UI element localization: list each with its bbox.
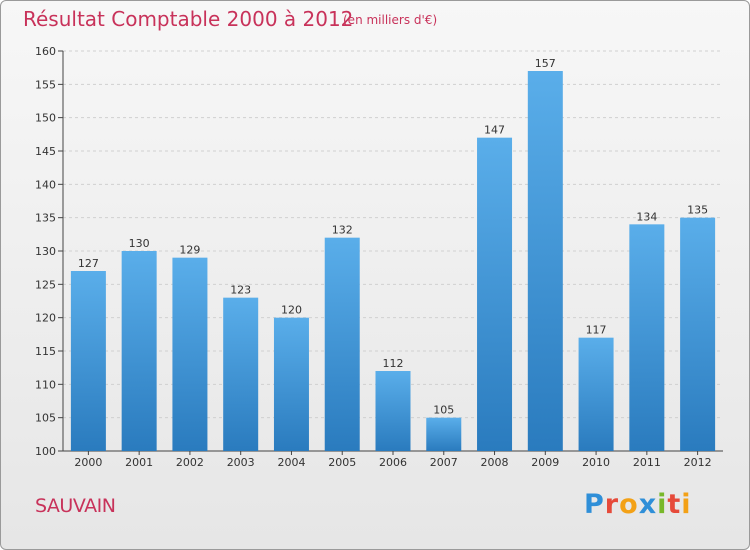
- y-tick-label: 125: [35, 278, 56, 291]
- x-tick-label-2012: 2012: [684, 456, 712, 469]
- data-label-2000: 127: [78, 257, 99, 270]
- bars: [70, 71, 716, 451]
- data-label-2008: 147: [484, 124, 505, 137]
- bar-2003: [223, 297, 259, 451]
- x-tick-label-2000: 2000: [74, 456, 102, 469]
- x-tick-label-2005: 2005: [328, 456, 356, 469]
- y-tick-label: 140: [35, 178, 56, 191]
- bar-2002: [172, 257, 208, 451]
- bar-2005: [324, 237, 360, 451]
- y-tick-label: 155: [35, 78, 56, 91]
- x-tick-label-2004: 2004: [277, 456, 305, 469]
- bar-2007: [426, 417, 462, 451]
- proxiti-logo: Proxiti: [584, 489, 692, 520]
- x-tick-label-2003: 2003: [227, 456, 255, 469]
- data-label-2001: 130: [129, 237, 150, 250]
- x-tick-label-2009: 2009: [531, 456, 559, 469]
- bar-2012: [680, 217, 716, 451]
- y-tick-label: 110: [35, 378, 56, 391]
- x-tick-label-2008: 2008: [481, 456, 509, 469]
- bar-2010: [578, 337, 614, 451]
- y-tick-label: 120: [35, 312, 56, 325]
- y-tick-label: 115: [35, 345, 56, 358]
- chart-unit-note: (en milliers d'€): [343, 13, 438, 27]
- bar-2004: [273, 317, 309, 451]
- data-label-2006: 112: [383, 357, 404, 370]
- x-tick-label-2010: 2010: [582, 456, 610, 469]
- data-label-2011: 134: [636, 210, 657, 223]
- y-tick-label: 135: [35, 212, 56, 225]
- y-tick-labels: 100 105 110 115 120 125 130 135 140 145 150 155 160: [35, 45, 56, 458]
- x-tick-label-2007: 2007: [430, 456, 458, 469]
- y-tick-label: 160: [35, 45, 56, 58]
- y-tick-label: 130: [35, 245, 56, 258]
- bar-2000: [70, 271, 106, 451]
- chart-title: Résultat Comptable 2000 à 2012: [23, 7, 354, 31]
- data-label-2007: 105: [433, 404, 454, 417]
- data-label-2002: 129: [179, 244, 200, 257]
- bar-2006: [375, 371, 411, 451]
- data-label-2004: 120: [281, 304, 302, 317]
- data-label-2010: 117: [586, 324, 607, 337]
- bar-2001: [121, 251, 157, 451]
- y-tick-label: 145: [35, 145, 56, 158]
- x-tick-labels: 2000 2001 2002 2003 2004 2005 2006 2007 2008 2009…: [74, 456, 711, 469]
- x-tick-label-2002: 2002: [176, 456, 204, 469]
- y-tick-label: 105: [35, 412, 56, 425]
- data-label-2003: 123: [230, 284, 251, 297]
- data-labels: 127 130 129 123 120 132 112 105 147 157 117 134 135: [78, 57, 708, 417]
- x-tick-label-2011: 2011: [633, 456, 661, 469]
- commune-name: SAUVAIN: [35, 495, 116, 517]
- y-tick-label: 150: [35, 112, 56, 125]
- x-tick-label-2001: 2001: [125, 456, 153, 469]
- data-label-2009: 157: [535, 57, 556, 70]
- bar-2008: [477, 137, 513, 451]
- data-label-2012: 135: [687, 204, 708, 217]
- bar-2009: [527, 71, 563, 451]
- y-tick-label: 100: [35, 445, 56, 458]
- bar-2011: [629, 224, 665, 451]
- x-tick-label-2006: 2006: [379, 456, 407, 469]
- data-label-2005: 132: [332, 224, 353, 237]
